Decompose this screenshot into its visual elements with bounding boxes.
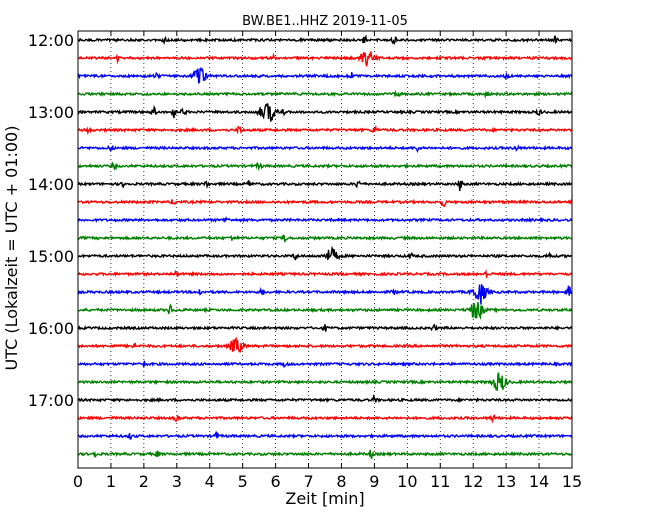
seismogram-trace	[77, 179, 573, 192]
seismogram-trace	[77, 51, 573, 67]
x-tick-label: 2	[139, 472, 149, 491]
seismogram-trace	[77, 198, 573, 208]
x-tick-label: 6	[271, 472, 281, 491]
seismogram-trace	[77, 144, 573, 154]
y-tick-label: 12:00	[28, 31, 74, 50]
seismogram-trace	[77, 103, 573, 122]
y-tick-label: 14:00	[28, 175, 74, 194]
seismogram-trace	[77, 336, 573, 353]
seismogram-trace	[77, 323, 573, 332]
y-axis-label: UTC (Lokalzeit = UTC + 01:00)	[2, 126, 21, 371]
seismogram-trace	[77, 124, 572, 136]
seismogram-trace	[77, 269, 573, 280]
y-tick-label: 17:00	[28, 391, 74, 410]
x-tick-label: 3	[172, 472, 182, 491]
seismogram-trace	[77, 34, 572, 46]
x-tick-label: 1	[106, 472, 116, 491]
seismogram-trace	[77, 449, 573, 459]
chart-title: BW.BE1..HHZ 2019-11-05	[242, 14, 408, 29]
seismogram-trace	[77, 215, 573, 224]
seismogram-trace	[77, 245, 573, 261]
x-tick-label: 8	[336, 472, 346, 491]
y-tick-label: 16:00	[28, 319, 74, 338]
y-tick-label: 13:00	[28, 103, 74, 122]
seismogram-trace	[77, 431, 573, 440]
seismogram-trace	[77, 394, 573, 404]
x-tick-label: 15	[562, 472, 582, 491]
seismogram-trace	[77, 414, 573, 424]
plot-area	[78, 31, 572, 468]
y-axis: 12:00 13:00 14:00 15:00 16:00 17:00	[28, 31, 572, 410]
x-tick-label: 7	[303, 472, 313, 491]
x-tick-label: 9	[369, 472, 379, 491]
x-axis-label: Zeit [min]	[285, 489, 364, 508]
x-tick-label: 5	[238, 472, 248, 491]
grid-lines	[110, 31, 540, 468]
seismogram-trace	[77, 67, 573, 85]
x-tick-label: 12	[463, 472, 483, 491]
seismogram-trace	[77, 372, 573, 392]
plot-frame	[77, 30, 573, 469]
seismogram-trace	[77, 89, 573, 99]
seismogram-trace	[77, 161, 573, 172]
x-tick-label: 10	[397, 472, 417, 491]
x-tick-label: 0	[73, 472, 83, 491]
x-tick-label: 4	[205, 472, 215, 491]
y-tick-label: 15:00	[28, 247, 74, 266]
trace-group	[77, 34, 573, 459]
x-axis: 0 1 2 3 4 5 6 7 8 9 10 11 12 13 14 15	[73, 31, 582, 491]
x-tick-label: 11	[430, 472, 450, 491]
x-tick-label: 14	[529, 472, 549, 491]
seismogram-trace	[77, 360, 573, 369]
seismogram-trace	[77, 234, 573, 243]
x-tick-label: 13	[496, 472, 516, 491]
seismogram-trace	[77, 284, 573, 305]
seismogram-trace	[77, 301, 573, 320]
